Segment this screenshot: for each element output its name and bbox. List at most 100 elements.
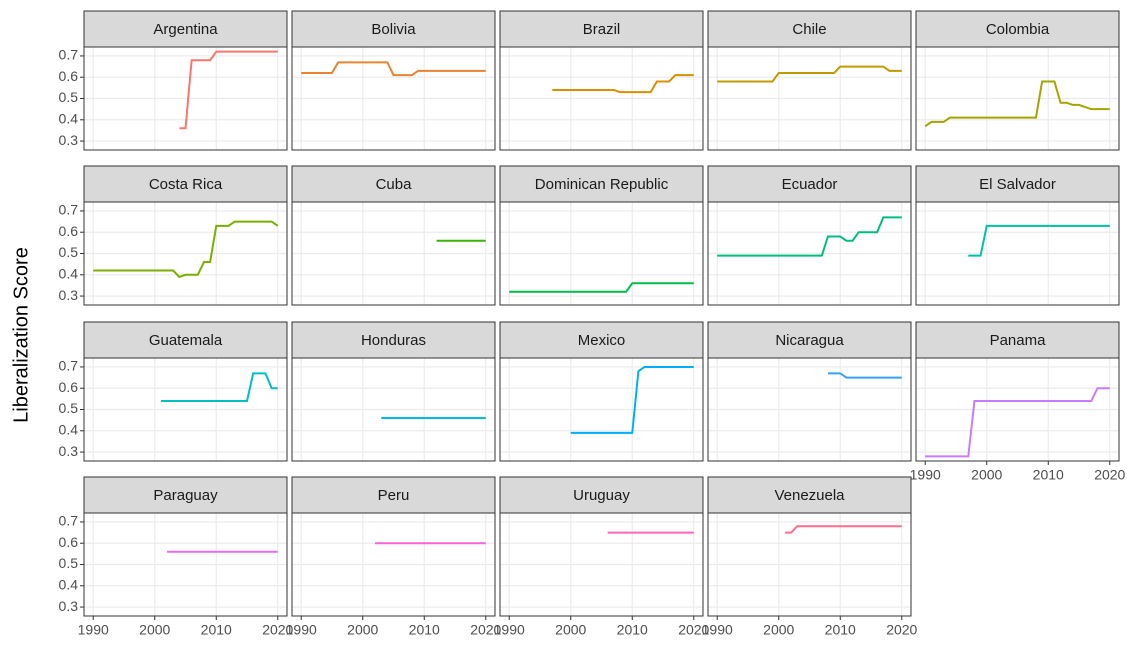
facet-panel: Nicaragua xyxy=(707,321,912,462)
x-tick-label: 2010 xyxy=(617,622,648,638)
x-tick-label: 2000 xyxy=(139,622,170,638)
facet-panel: Peru 1990 2000 2010 2020 xyxy=(286,476,502,638)
facet-panel: Cuba xyxy=(291,165,496,306)
strip-title: El Salvador xyxy=(979,176,1056,193)
strip-title: Chile xyxy=(792,21,826,38)
strip-title: Dominican Republic xyxy=(535,176,669,193)
y-tick-label: 0.7 xyxy=(59,513,79,529)
y-tick-label: 0.6 xyxy=(59,68,79,84)
x-tick-label: 1990 xyxy=(910,467,941,483)
strip-title: Ecuador xyxy=(782,176,838,193)
strip xyxy=(707,10,912,48)
y-tick-label: 0.4 xyxy=(59,110,79,126)
facet-panel: El Salvador xyxy=(915,165,1120,306)
x-tick-label: 2020 xyxy=(470,622,501,638)
strip xyxy=(499,476,704,514)
strip xyxy=(499,321,704,359)
x-tick-label: 2010 xyxy=(1033,467,1064,483)
facet-panel: Argentina 0.3 0.4 0.5 0.6 0.7 xyxy=(59,10,288,151)
y-tick-label: 0.7 xyxy=(59,358,79,374)
data-line xyxy=(717,65,902,83)
x-tick-label: 1990 xyxy=(494,622,525,638)
strip xyxy=(915,321,1120,359)
strip xyxy=(291,165,496,203)
strip-title: Guatemala xyxy=(149,332,223,349)
facet-panel: Brazil xyxy=(499,10,704,151)
strip xyxy=(707,165,912,203)
y-tick-label: 0.3 xyxy=(59,132,79,148)
strip-title: Venezuela xyxy=(774,487,845,504)
y-tick-label: 0.7 xyxy=(59,202,79,218)
x-tick-label: 2020 xyxy=(1094,467,1125,483)
x-tick-label: 1990 xyxy=(78,622,109,638)
data-line xyxy=(827,372,902,379)
y-tick-label: 0.4 xyxy=(59,265,79,281)
data-line xyxy=(301,61,486,77)
y-tick-label: 0.5 xyxy=(59,400,79,416)
data-line xyxy=(784,525,902,534)
strip-title: Mexico xyxy=(578,332,626,349)
strip xyxy=(83,321,288,359)
strip-title: Paraguay xyxy=(153,487,218,504)
data-line xyxy=(925,387,1110,458)
x-tick-label: 2020 xyxy=(886,622,917,638)
strip xyxy=(83,165,288,203)
facet-panel: Honduras xyxy=(291,321,496,462)
strip-title: Argentina xyxy=(153,21,218,38)
strip-title: Peru xyxy=(378,487,410,504)
y-tick-label: 0.4 xyxy=(59,576,79,592)
data-line xyxy=(552,74,694,94)
y-tick-label: 0.5 xyxy=(59,244,79,260)
data-line xyxy=(160,372,278,402)
x-tick-label: 2000 xyxy=(971,467,1002,483)
strip xyxy=(291,476,496,514)
facet-panel: Costa Rica 0.3 0.4 0.5 0.6 0.7 xyxy=(59,165,288,306)
strip xyxy=(499,10,704,48)
facet-panel: Dominican Republic xyxy=(499,165,704,306)
strip-title: Brazil xyxy=(583,21,621,38)
x-tick-label: 1990 xyxy=(702,622,733,638)
x-tick-label: 2020 xyxy=(262,622,293,638)
y-tick-label: 0.4 xyxy=(59,421,79,437)
facet-panel: Ecuador xyxy=(707,165,912,306)
strip-title: Panama xyxy=(990,332,1047,349)
facet-panel: Venezuela 1990 2000 2010 2020 xyxy=(702,476,918,638)
y-tick-label: 0.5 xyxy=(59,555,79,571)
facet-panel: Uruguay 1990 2000 2010 2020 xyxy=(494,476,710,638)
data-line xyxy=(179,50,278,130)
strip xyxy=(915,165,1120,203)
data-line xyxy=(509,282,694,293)
data-line xyxy=(968,224,1110,257)
y-tick-label: 0.3 xyxy=(59,287,79,303)
x-tick-label: 2010 xyxy=(409,622,440,638)
strip-title: Honduras xyxy=(361,332,426,349)
strip-title: Bolivia xyxy=(371,21,416,38)
strip xyxy=(291,321,496,359)
x-tick-label: 2000 xyxy=(347,622,378,638)
x-tick-label: 2010 xyxy=(825,622,856,638)
facet-panel: Colombia xyxy=(915,10,1120,151)
x-tick-label: 2000 xyxy=(555,622,586,638)
strip xyxy=(83,10,288,48)
strip xyxy=(83,476,288,514)
facet-panel: Panama 1990 2000 2010 2020 xyxy=(910,321,1126,483)
strip xyxy=(291,10,496,48)
facet-panel: Chile xyxy=(707,10,912,151)
y-tick-label: 0.5 xyxy=(59,89,79,105)
y-tick-label: 0.6 xyxy=(59,223,79,239)
x-tick-label: 2000 xyxy=(763,622,794,638)
facet-panel: Guatemala 0.3 0.4 0.5 0.6 0.7 xyxy=(59,321,288,462)
data-line xyxy=(924,80,1110,127)
x-tick-label: 2020 xyxy=(678,622,709,638)
strip-title: Costa Rica xyxy=(149,176,223,193)
y-tick-label: 0.6 xyxy=(59,534,79,550)
strip-title: Nicaragua xyxy=(775,332,844,349)
strip xyxy=(499,165,704,203)
y-tick-label: 0.3 xyxy=(59,443,79,459)
strip xyxy=(707,476,912,514)
y-tick-label: 0.6 xyxy=(59,379,79,395)
data-line xyxy=(570,365,694,434)
y-axis-label: Liberalization Score xyxy=(10,247,32,423)
facet-panel: Paraguay 0.3 0.4 0.5 0.6 0.7 1990 2000 2010 2020 xyxy=(59,476,294,638)
